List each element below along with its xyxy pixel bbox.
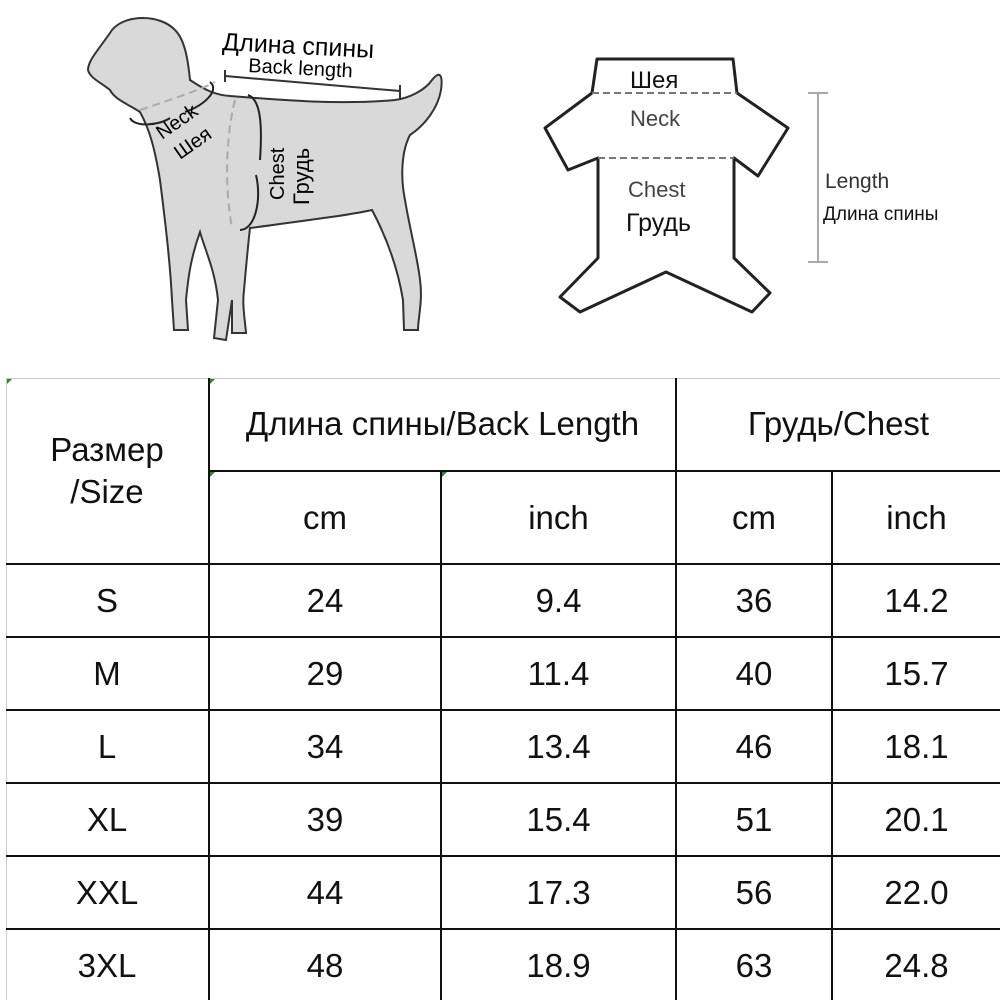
cell-size: 3XL: [77, 946, 137, 984]
length-ru-label: Длина спины: [823, 204, 938, 225]
cell-size: M: [93, 654, 121, 692]
cell-back-inch: 17.3: [526, 873, 591, 911]
cell-back-inch: 15.4: [526, 800, 591, 838]
cell-chest-inch: 24.8: [884, 946, 949, 984]
chest-ru-label: Грудь: [289, 148, 314, 205]
cell-chest-inch: 22.0: [884, 873, 949, 911]
chest-header: Грудь/Chest: [747, 405, 930, 443]
cell-chest-cm: 36: [735, 581, 773, 619]
cell-size: XXL: [75, 873, 139, 911]
dog-measurement-diagram: Длина спины Back length Neck Шея Chest Г…: [86, 17, 443, 342]
garment-chest-ru-label: Грудь: [626, 209, 691, 237]
garment-neck-en-label: Neck: [630, 106, 681, 131]
neck-arrow-icon: [129, 117, 171, 126]
cell-back-cm: 39: [306, 800, 344, 838]
cell-chest-inch: 15.7: [884, 654, 949, 692]
cell-back-inch: 13.4: [526, 727, 591, 765]
chest-en-label: Chest: [267, 147, 289, 200]
cell-size: XL: [86, 800, 128, 838]
garment-measurement-diagram: Шея Neck Chest Грудь Length Длина спины: [543, 57, 938, 314]
garment-neck-ru-label: Шея: [630, 67, 678, 94]
cell-back-inch: 18.9: [526, 946, 591, 984]
cell-chest-cm: 40: [735, 654, 773, 692]
cell-back-cm: 34: [306, 727, 344, 765]
length-bracket: [808, 92, 828, 263]
cell-chest-cm: 46: [735, 727, 773, 765]
cell-back-cm: 24: [306, 581, 344, 619]
size-header: Размер /Size: [50, 431, 164, 510]
back-length-header: Длина спины/Back Length: [245, 405, 640, 443]
cell-size: S: [95, 581, 118, 619]
cell-back-inch: 9.4: [535, 581, 582, 619]
unit-header-chest-inch: inch: [886, 498, 947, 536]
unit-header-back-inch: inch: [528, 498, 589, 536]
garment-chest-en-label: Chest: [628, 177, 685, 202]
unit-header-back-cm: cm: [303, 498, 347, 536]
cell-chest-cm: 51: [735, 800, 773, 838]
cell-back-inch: 11.4: [527, 654, 590, 692]
unit-header-chest-cm: cm: [732, 498, 776, 536]
dog-silhouette: [86, 17, 443, 342]
cell-back-cm: 44: [306, 873, 344, 911]
cell-size: L: [97, 727, 117, 765]
cell-chest-cm: 63: [735, 946, 773, 984]
cell-chest-inch: 18.1: [884, 727, 949, 765]
cell-chest-cm: 56: [735, 873, 773, 911]
length-en-label: Length: [825, 170, 889, 193]
cell-chest-inch: 14.2: [884, 581, 949, 619]
back-length-bracket: [224, 70, 401, 100]
cell-back-cm: 29: [306, 654, 344, 692]
garment-outline: [543, 57, 790, 314]
back-length-en-label: Back length: [248, 55, 354, 82]
cell-back-cm: 48: [306, 946, 344, 984]
cell-chest-inch: 20.1: [884, 800, 949, 838]
chest-arrow-icon: [247, 94, 262, 161]
